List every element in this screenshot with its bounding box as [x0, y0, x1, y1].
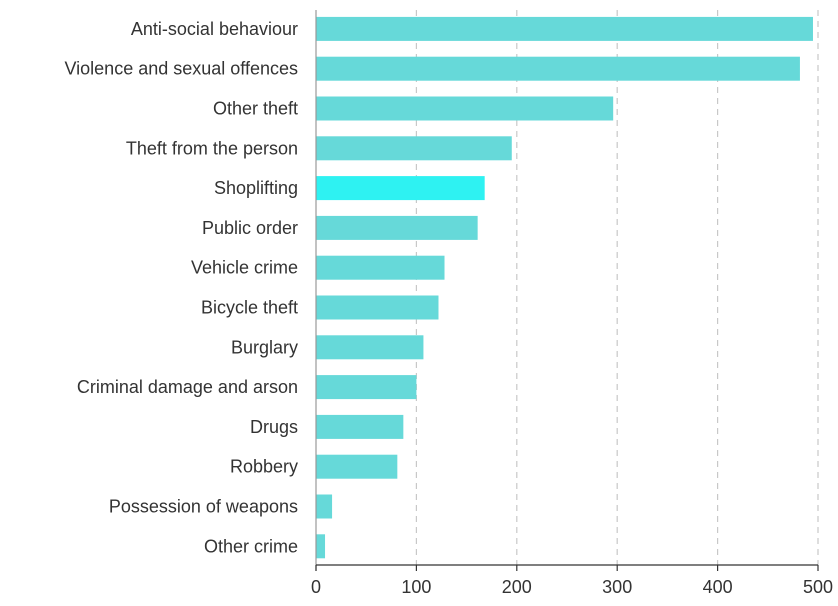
category-label-possession-of-weapons: Possession of weapons [109, 497, 298, 517]
x-tick-label-300: 300 [602, 577, 632, 597]
x-tick-label-400: 400 [703, 577, 733, 597]
category-label-criminal-damage-and-arson: Criminal damage and arson [77, 377, 298, 397]
bars [316, 16, 813, 559]
bar-anti-social-behaviour[interactable] [316, 16, 813, 41]
x-tick-label-100: 100 [401, 577, 431, 597]
x-tick-labels: 0 100 200 300 400 500 [311, 577, 833, 597]
bar-vehicle-crime[interactable] [316, 255, 445, 280]
category-label-bicycle-theft: Bicycle theft [201, 298, 298, 318]
category-label-violence-and-sexual-offences: Violence and sexual offences [64, 59, 298, 79]
axes [315, 10, 819, 571]
bar-bicycle-theft[interactable] [316, 295, 439, 320]
bar-violence-and-sexual-offences[interactable] [316, 56, 800, 81]
category-label-drugs: Drugs [250, 417, 298, 437]
bar-drugs[interactable] [316, 414, 404, 439]
bar-robbery[interactable] [316, 454, 398, 479]
category-label-other-theft: Other theft [213, 99, 298, 119]
grid-lines [415, 10, 819, 565]
bar-shoplifting[interactable] [316, 176, 485, 201]
category-label-public-order: Public order [202, 218, 298, 238]
x-tick-label-0: 0 [311, 577, 321, 597]
category-label-theft-from-the-person: Theft from the person [126, 138, 298, 158]
bar-public-order[interactable] [316, 215, 478, 240]
category-labels: Anti-social behaviour Violence and sexual… [64, 19, 298, 556]
x-tick-label-500: 500 [803, 577, 833, 597]
category-label-anti-social-behaviour: Anti-social behaviour [131, 19, 298, 39]
category-label-shoplifting: Shoplifting [214, 178, 298, 198]
bar-burglary[interactable] [316, 335, 424, 360]
bar-criminal-damage-and-arson[interactable] [316, 375, 417, 400]
bar-theft-from-the-person[interactable] [316, 136, 512, 161]
category-label-other-crime: Other crime [204, 536, 298, 556]
category-label-burglary: Burglary [231, 337, 298, 357]
bar-other-theft[interactable] [316, 96, 614, 121]
category-label-robbery: Robbery [230, 457, 298, 477]
x-tick-label-200: 200 [502, 577, 532, 597]
bar-other-crime[interactable] [316, 534, 326, 559]
bar-possession-of-weapons[interactable] [316, 494, 333, 519]
category-label-vehicle-crime: Vehicle crime [191, 258, 298, 278]
